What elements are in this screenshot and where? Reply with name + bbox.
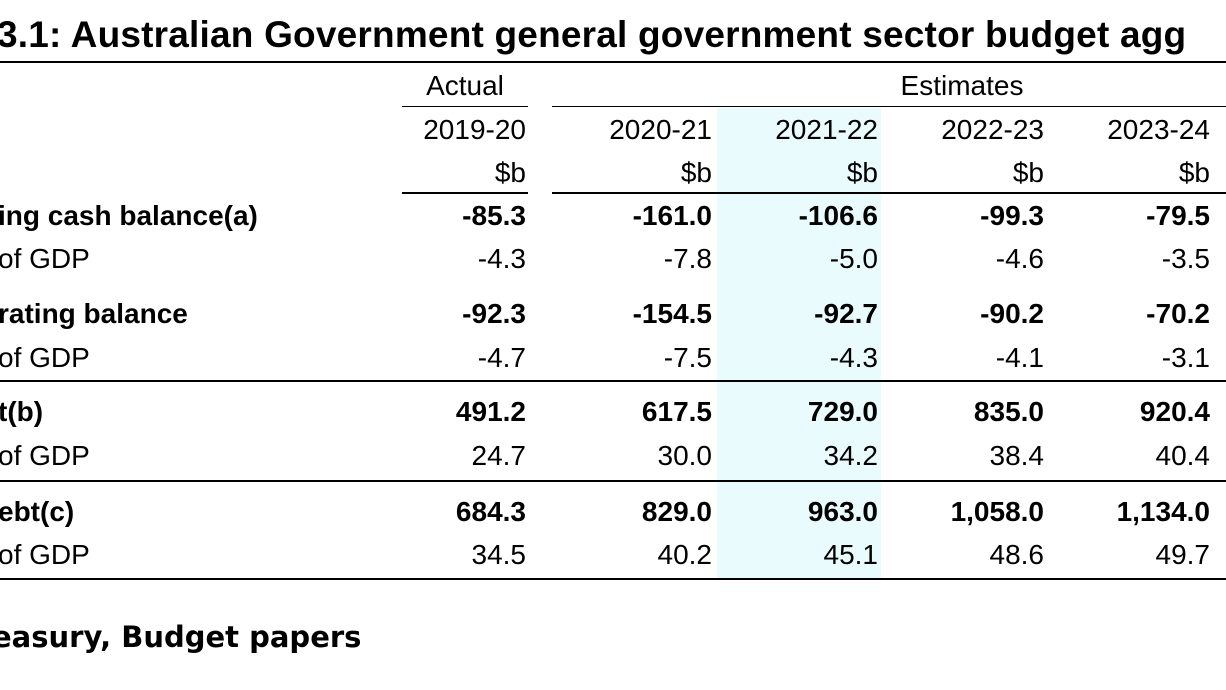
table-cell: -92.7: [814, 298, 878, 329]
actual-underline: [402, 106, 528, 107]
table-cell: -4.7: [477, 342, 526, 373]
row-label: of GDP: [0, 243, 90, 274]
table-cell: -92.3: [462, 298, 526, 329]
table-cell: 617.5: [641, 396, 712, 427]
year-header: 2020-21: [609, 114, 712, 145]
row-label: of GDP: [0, 342, 90, 373]
table-cell: 48.6: [989, 539, 1045, 570]
table-cell: 40.2: [657, 539, 713, 570]
row-label: of GDP: [0, 440, 90, 471]
year-header: 2021-22: [775, 114, 878, 145]
table-cell: 38.4: [989, 440, 1045, 471]
estimates-underline: [552, 106, 1226, 107]
row-label: rating balance: [0, 298, 188, 329]
year-header: 2019-20: [423, 114, 526, 145]
table-cell: 49.7: [1155, 539, 1211, 570]
table-cell: -5.0: [829, 243, 878, 274]
section-rule: [0, 380, 1226, 382]
unit-header: $b: [846, 157, 878, 188]
table-cell: -99.3: [980, 200, 1044, 231]
source-note: easury, Budget papers: [0, 620, 362, 654]
table-cell: -90.2: [980, 298, 1044, 329]
table-cell: 1,058.0: [950, 496, 1044, 527]
table-cell: -4.3: [829, 342, 878, 373]
table-cell: -161.0: [632, 200, 712, 231]
row-label: t(b): [0, 396, 44, 427]
row-label: ebt(c): [0, 496, 75, 527]
unit-header: $b: [1012, 157, 1044, 188]
table-cell: -70.2: [1146, 298, 1210, 329]
table-cell: -4.6: [995, 243, 1044, 274]
bottom-rule: [0, 578, 1226, 580]
table-cell: 1,134.0: [1116, 496, 1210, 527]
header-rule-estimates: [552, 192, 1226, 194]
highlight-column-2021-22: [717, 108, 881, 578]
table-cell: -79.5: [1146, 200, 1210, 231]
unit-header: $b: [1178, 157, 1210, 188]
table-cell: -3.5: [1161, 243, 1210, 274]
table-cell: 829.0: [641, 496, 712, 527]
section-rule: [0, 480, 1226, 482]
table-cell: -7.5: [663, 342, 712, 373]
table-cell: -3.1: [1161, 342, 1210, 373]
table-cell: 40.4: [1155, 440, 1211, 471]
table-cell: -85.3: [462, 200, 526, 231]
table-cell: -4.3: [477, 243, 526, 274]
table-cell: -7.8: [663, 243, 712, 274]
table-cell: 24.7: [471, 440, 527, 471]
table-cell: -154.5: [632, 298, 712, 329]
table-title: 3.1: Australian Government general gover…: [0, 14, 1187, 55]
year-header: 2022-23: [941, 114, 1044, 145]
header-estimates: Estimates: [900, 70, 1024, 101]
table-cell: 34.2: [823, 440, 879, 471]
table-cell: 45.1: [823, 539, 879, 570]
table-cell: 729.0: [807, 396, 878, 427]
row-label: ing cash balance(a): [0, 200, 258, 231]
table-cell: 34.5: [471, 539, 527, 570]
table-cell: -106.6: [798, 200, 878, 231]
header-rule-actual: [402, 192, 528, 194]
table-cell: 491.2: [455, 396, 526, 427]
table-cell: 963.0: [807, 496, 878, 527]
table-cell: 835.0: [973, 396, 1044, 427]
row-label: of GDP: [0, 539, 90, 570]
unit-header: $b: [494, 157, 526, 188]
table-cell: 684.3: [455, 496, 526, 527]
year-header: 2023-24: [1107, 114, 1210, 145]
table-cell: 30.0: [657, 440, 713, 471]
table-cell: -4.1: [995, 342, 1044, 373]
header-actual: Actual: [426, 70, 504, 101]
unit-header: $b: [680, 157, 712, 188]
top-rule: [0, 61, 1226, 63]
table-cell: 920.4: [1139, 396, 1210, 427]
